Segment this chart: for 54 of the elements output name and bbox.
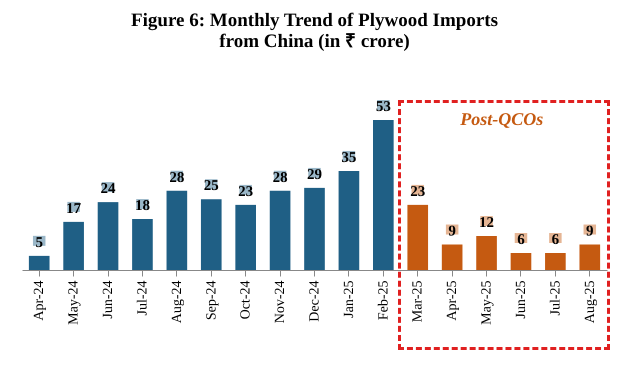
x-tick-label: Apr-24: [32, 280, 48, 321]
x-tick-label: Jul-24: [135, 280, 150, 316]
bar: [28, 256, 50, 270]
x-tick-label: Jun-24: [101, 280, 116, 319]
x-tick-label: Apr-25: [445, 280, 460, 321]
text: from China (in ₹ crore): [219, 31, 410, 52]
bar: [132, 219, 153, 270]
data-label: 6: [517, 232, 526, 248]
x-tick-label: Aug-24: [170, 280, 185, 324]
data-label: 23: [238, 184, 254, 200]
data-label: 5: [35, 234, 43, 251]
text: Figure 6: Monthly Trend of Plywood Imports: [131, 10, 498, 31]
bar: [579, 244, 600, 270]
bar: [476, 236, 497, 270]
x-tick-label: Nov-24: [273, 280, 288, 324]
bar: [373, 120, 394, 270]
data-label: 17: [66, 200, 82, 217]
x-tick-label: Mar-25: [410, 280, 426, 322]
data-label: 12: [479, 215, 494, 232]
data-label: 24: [100, 181, 116, 198]
data-label: 29: [307, 166, 322, 183]
x-tick-label: Dec-24: [308, 280, 322, 322]
x-tick-label: Sep-24: [204, 280, 220, 320]
data-label: 35: [341, 150, 356, 166]
data-label: 6: [552, 232, 560, 248]
bar: [442, 244, 462, 270]
x-tick-label: Jul-25: [548, 280, 564, 316]
bar: [304, 188, 325, 270]
data-label: 28: [272, 170, 288, 186]
x-tick-label: Jun-25: [514, 280, 529, 319]
x-tick-label: Jan-25: [342, 280, 357, 318]
x-tick-label: Feb-25: [376, 280, 392, 320]
data-label: 28: [169, 170, 184, 186]
data-label: 53: [376, 99, 391, 115]
bar: [270, 190, 290, 270]
data-label: 23: [410, 184, 426, 200]
bar: [98, 202, 118, 270]
x-tick-label: Oct-24: [238, 280, 254, 320]
annotation: Post-QCOs: [459, 109, 544, 129]
bar: [338, 170, 360, 270]
bar: [510, 253, 532, 270]
bar: [407, 204, 428, 270]
bar: [166, 190, 188, 270]
data-label: 18: [134, 198, 150, 214]
data-label: 9: [448, 224, 456, 240]
x-tick-label: May-25: [480, 280, 495, 325]
bar: [63, 222, 84, 270]
data-label: 25: [204, 178, 219, 194]
x-tick-label: May-24: [66, 280, 82, 325]
x-tick-label: Aug-25: [582, 280, 598, 324]
bar: [200, 199, 222, 270]
data-label: 9: [586, 224, 594, 240]
bar: [235, 204, 256, 270]
bar: [545, 253, 566, 270]
